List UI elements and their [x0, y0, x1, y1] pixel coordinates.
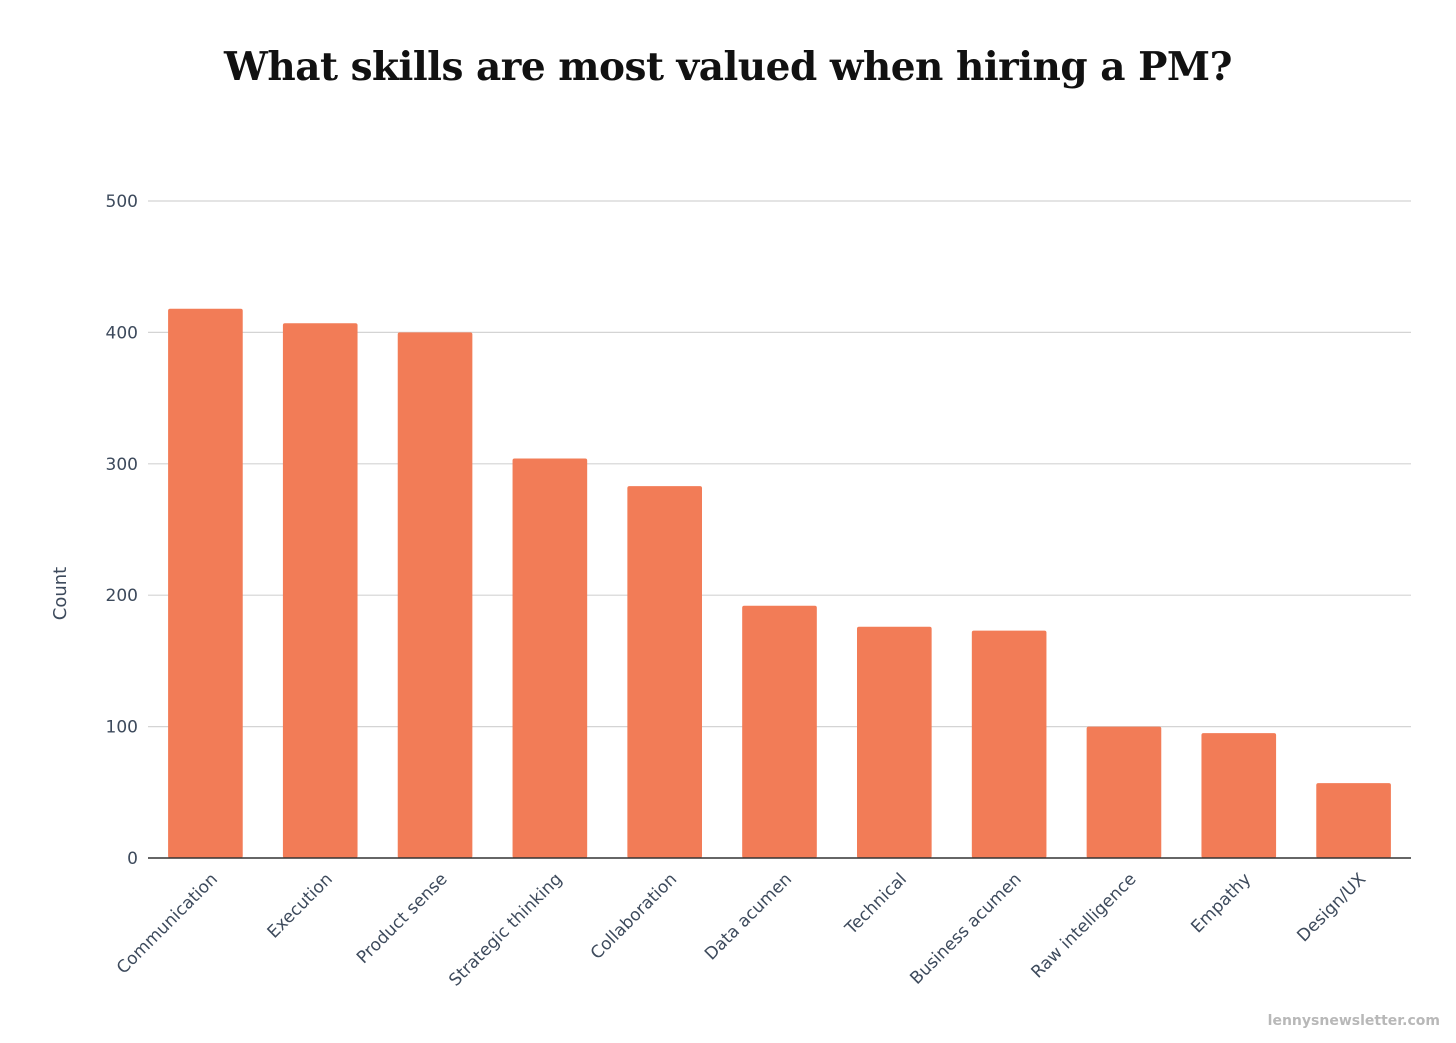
x-tick-label: Business acumen — [906, 869, 1025, 988]
bar-empathy — [1201, 733, 1277, 858]
x-tick-label: Strategic thinking — [445, 869, 566, 990]
y-tick-label: 300 — [106, 455, 138, 475]
y-tick-label: 200 — [106, 586, 138, 606]
bar-strategic-thinking — [512, 458, 588, 858]
y-tick-label: 400 — [106, 323, 138, 343]
gridlines — [148, 200, 1411, 728]
x-tick-label: Raw intelligence — [1027, 869, 1140, 982]
bar-technical — [857, 626, 932, 858]
x-tick-label: Design/UX — [1293, 869, 1370, 946]
x-tick-label: Data acumen — [701, 869, 796, 964]
bar-collaboration — [627, 486, 702, 858]
x-tick-label: Technical — [841, 869, 911, 939]
x-tick-label: Empathy — [1187, 869, 1255, 937]
bar-raw-intelligence — [1086, 726, 1162, 858]
y-tick-label: 0 — [127, 849, 138, 869]
bar-business-acumen — [971, 630, 1047, 858]
source-watermark: lennysnewsletter.com — [1267, 1013, 1440, 1029]
bar-design-ux — [1316, 783, 1391, 858]
x-tick-label: Collaboration — [587, 869, 681, 963]
x-tick-label: Product sense — [353, 869, 452, 968]
x-tick-label: Communication — [113, 869, 222, 978]
bar-execution — [282, 323, 358, 858]
chart-title: What skills are most valued when hiring … — [224, 44, 1232, 90]
x-tick-label: Execution — [264, 869, 337, 942]
bar-product-sense — [397, 332, 473, 858]
bar-communication — [168, 308, 243, 858]
y-tick-label: 500 — [106, 192, 138, 212]
bar-data-acumen — [742, 605, 817, 858]
y-axis-title: Count — [50, 567, 71, 620]
y-tick-label: 100 — [106, 718, 138, 738]
bars — [168, 308, 1391, 858]
